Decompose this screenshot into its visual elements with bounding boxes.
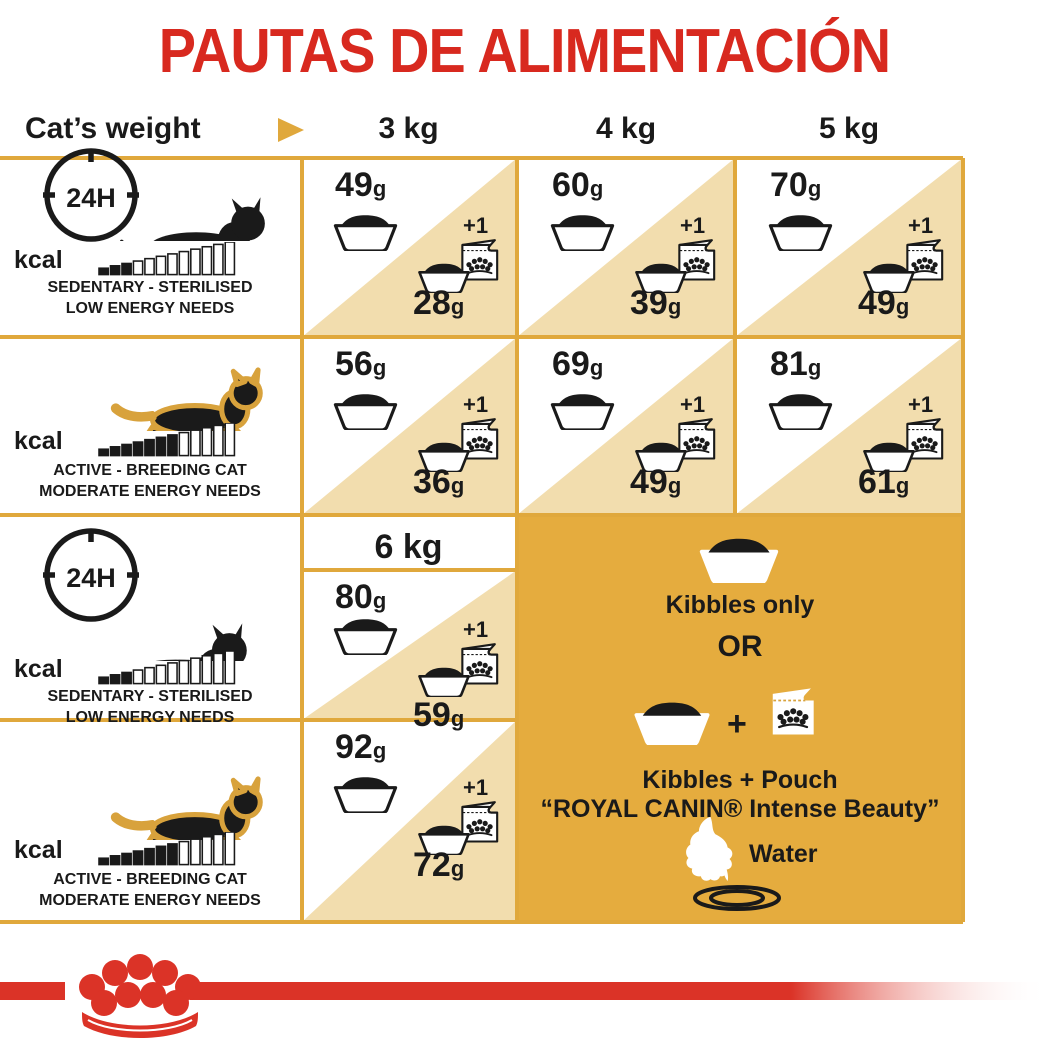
svg-text:24H: 24H <box>66 563 116 593</box>
svg-text:24H: 24H <box>66 183 116 213</box>
